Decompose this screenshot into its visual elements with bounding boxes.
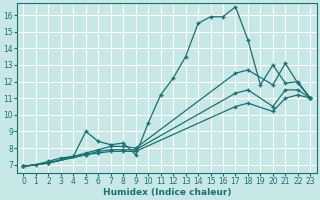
- X-axis label: Humidex (Indice chaleur): Humidex (Indice chaleur): [103, 188, 231, 197]
